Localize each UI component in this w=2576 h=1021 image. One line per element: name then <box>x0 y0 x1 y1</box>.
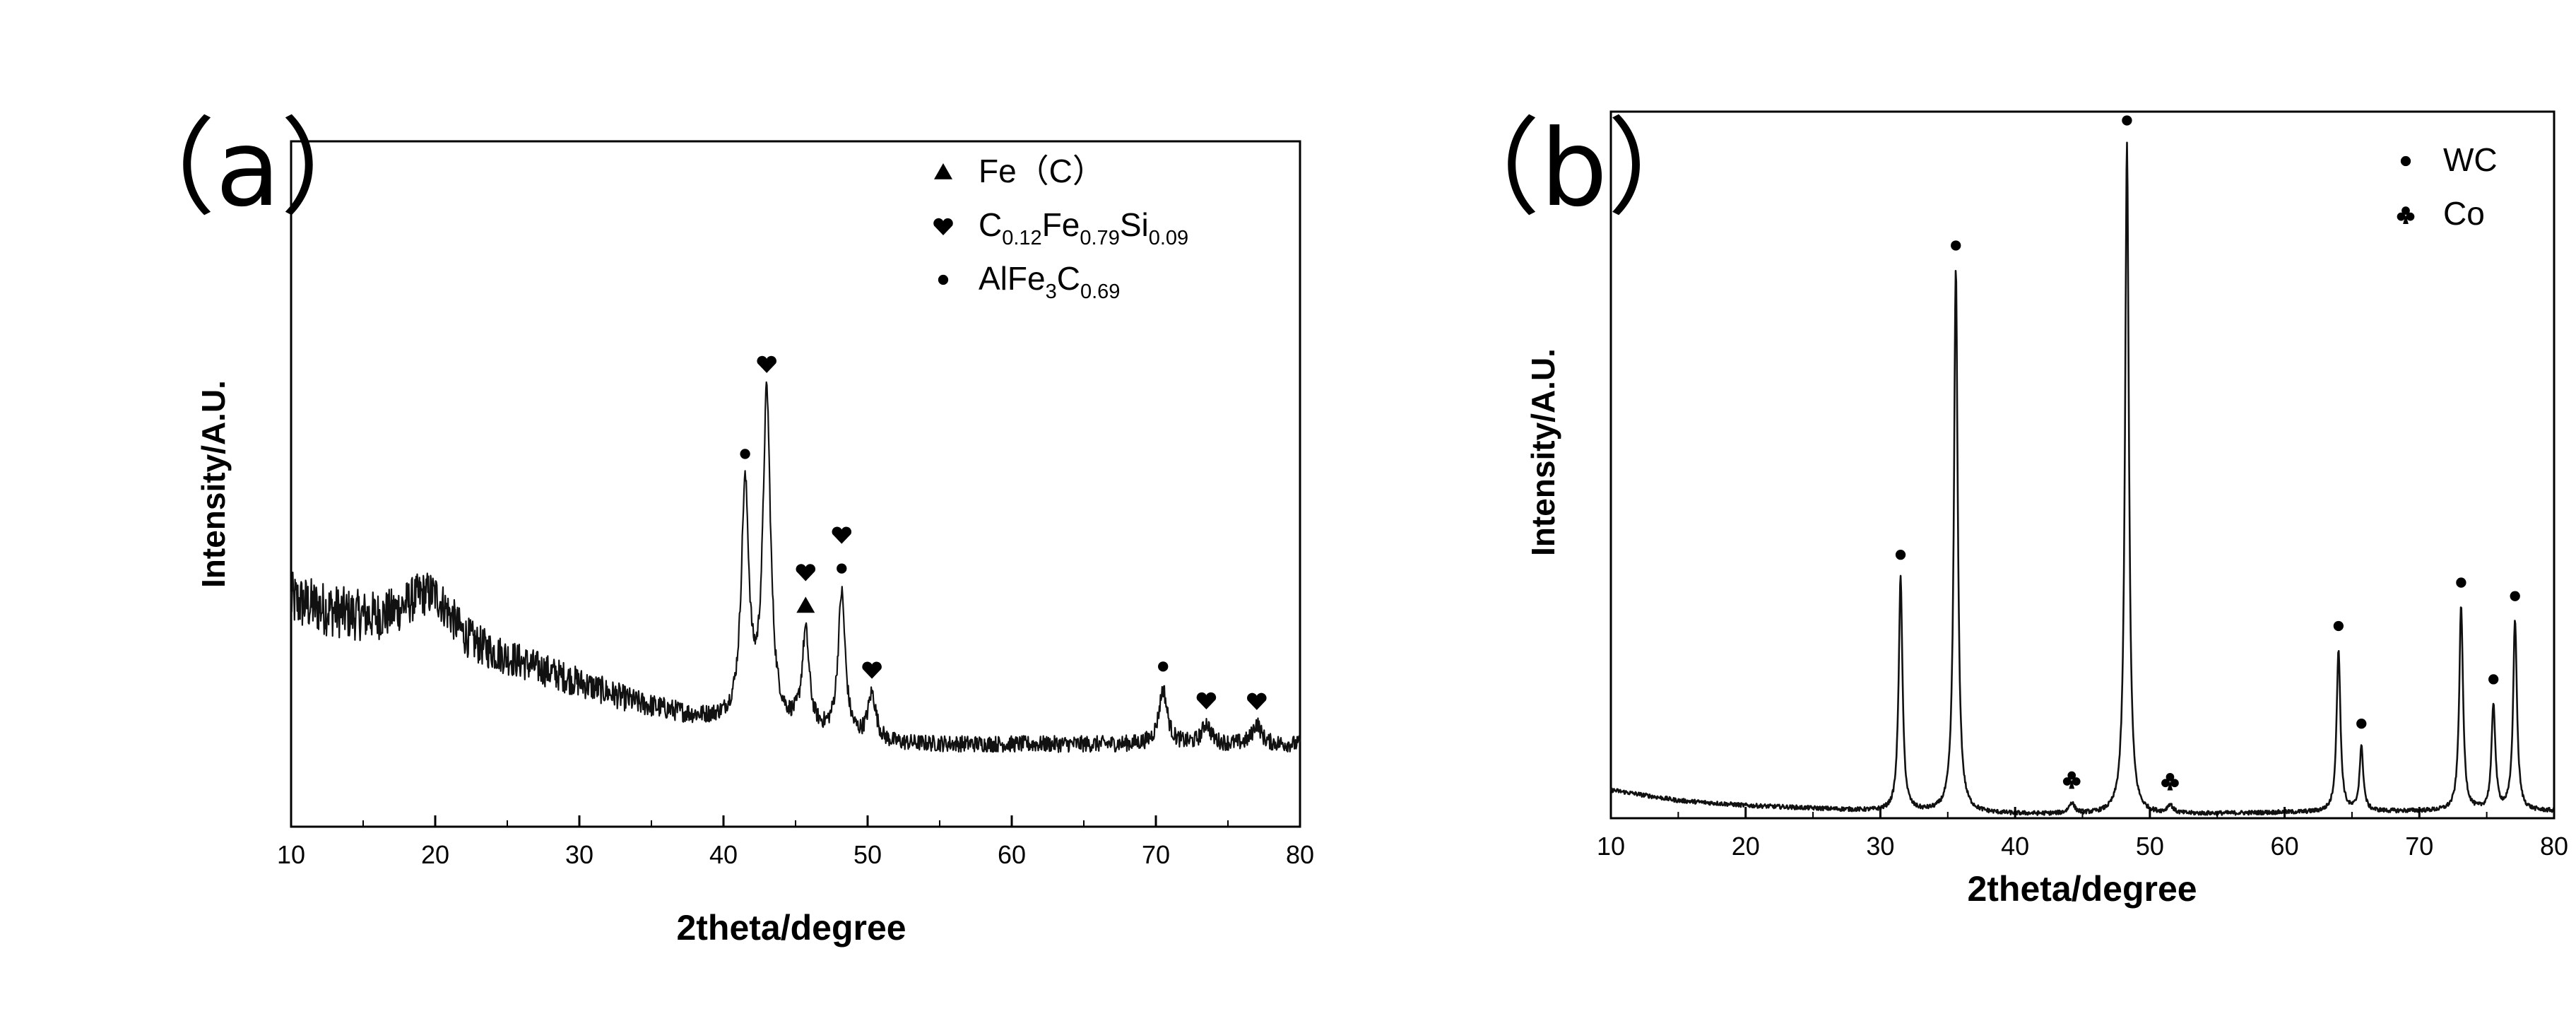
club-leaf-right <box>2406 212 2415 221</box>
panel-b-x-tick-label-7: 80 <box>2540 832 2568 861</box>
panel-b-x-axis-title: 2theta/degree <box>1967 869 2197 909</box>
panel-a-legend-entry-2: AlFe3C0.69 <box>979 260 1120 303</box>
panel-a-x-tick-label-7: 80 <box>1286 840 1314 869</box>
panel-a-x-tick-label-5: 60 <box>998 840 1026 869</box>
panel-b: （b） 10 20 30 40 50 60 70 80 2theta/degree Inten… <box>1434 107 2568 909</box>
panel-a-x-tick-label-0: 10 <box>277 840 305 869</box>
club-stem <box>2403 215 2409 224</box>
panel-b-legend-entry-1: Co <box>2443 195 2485 232</box>
panel-b-x-tick-label-4: 50 <box>2136 832 2164 861</box>
panel-a-legend-entry-1-part-2: Fe <box>1042 206 1080 243</box>
club-leaf-left <box>2062 777 2072 786</box>
panel-b-x-axis: 10 20 30 40 50 60 70 80 <box>1597 807 2568 861</box>
panel-b-trace-layer <box>1609 141 2556 816</box>
panel-a-legend-marker-1 <box>933 218 953 235</box>
panel-b-x-tick-label-6: 70 <box>2405 832 2433 861</box>
panel-a-peak-marker-7-0 <box>1247 692 1267 710</box>
panel-a-legend-entry-1-part-5: 0.09 <box>1149 227 1188 249</box>
panel-b-legend-marker-0 <box>2400 155 2411 167</box>
panel-a-peak-marker-5-0 <box>1158 661 1169 672</box>
panel-a-legend-entry-1-part-4: Si <box>1120 206 1149 243</box>
panel-a-peak-marker-0-0 <box>740 449 750 459</box>
panel-b-peak-marker-9-0 <box>2510 591 2520 601</box>
panel-b-x-tick-label-5: 60 <box>2271 832 2299 861</box>
panel-a-legend-entry-1: C0.12Fe0.79Si0.09 <box>979 206 1188 249</box>
panel-b-peak-marker-8-0 <box>2488 674 2499 685</box>
club-leaf-left <box>2397 212 2406 221</box>
panel-a-x-tick-label-3: 40 <box>709 840 738 869</box>
club-stem <box>2167 781 2173 791</box>
panel-a-y-axis-title: Intensity/A.U. <box>195 380 232 588</box>
panel-a-peak-marker-2-0 <box>796 596 815 613</box>
panel-b-label: （b） <box>1434 107 1713 230</box>
panel-b-peak-marker-1-0 <box>1951 240 1961 251</box>
club-leaf-right <box>2072 777 2081 786</box>
panel-a-x-axis-title: 2theta/degree <box>676 908 906 948</box>
panel-a-legend-entry-0: Fe（C） <box>979 153 1105 189</box>
panel-a-label: （a） <box>110 107 386 230</box>
panel-a-legend-marker-2 <box>938 274 949 285</box>
panel-b-x-tick-label-0: 10 <box>1597 832 1625 861</box>
panel-a-x-tick-label-4: 50 <box>853 840 882 869</box>
panel-a-legend-entry-1-part-0: C <box>979 206 1002 243</box>
panel-a-x-tick-label-2: 30 <box>565 840 593 869</box>
panel-b-legend: WC Co <box>2397 141 2498 232</box>
club-leaf-top <box>2401 206 2410 215</box>
panel-b-y-axis-title: Intensity/A.U. <box>1525 348 1561 556</box>
panel-a-legend-entry-2-part-1: 3 <box>1046 281 1057 303</box>
club-leaf-top <box>2067 771 2076 780</box>
club-leaf-top <box>2166 772 2175 781</box>
panel-a-legend-entry-2-part-0: AlFe <box>979 260 1046 297</box>
panel-b-peak-marker-3-0 <box>2122 115 2132 126</box>
panel-a-peak-marker-3-0 <box>837 563 847 574</box>
panel-a-x-tick-label-1: 20 <box>421 840 449 869</box>
panel-b-peak-marker-4-0 <box>2161 772 2179 791</box>
panel-b-peak-marker-0-0 <box>1895 550 1906 560</box>
panel-a-legend-entry-1-part-3: 0.79 <box>1080 227 1119 249</box>
panel-b-x-tick-label-3: 40 <box>2001 832 2029 861</box>
panel-a-peak-marker-1-0 <box>757 355 776 373</box>
panel-b-peak-marker-6-0 <box>2356 719 2367 729</box>
panel-a-peak-marker-2-1 <box>796 564 816 582</box>
panel-b-peak-marker-5-0 <box>2333 620 2344 632</box>
club-leaf-right <box>2170 779 2179 788</box>
club-leaf-left <box>2161 779 2170 788</box>
panel-b-peak-markers <box>1895 115 2520 791</box>
panel-a-x-tick-label-6: 70 <box>1142 840 1170 869</box>
panel-a: （a） 10 20 30 40 50 60 70 80 2theta/degree Inten… <box>110 107 1314 948</box>
panel-a-peak-marker-3-1 <box>832 526 852 544</box>
panel-b-series-line <box>1609 141 2556 816</box>
panel-b-legend-marker-1 <box>2397 206 2415 224</box>
panel-a-series-line <box>290 381 1301 753</box>
panel-b-peak-marker-7-0 <box>2456 577 2466 588</box>
panel-b-peak-marker-2-0 <box>2062 771 2081 789</box>
panel-a-legend-entry-1-part-1: 0.12 <box>1002 227 1041 249</box>
panel-b-legend-entry-0-part-0: WC <box>2443 141 2498 178</box>
panel-a-legend-entry-2-part-3: 0.69 <box>1080 281 1120 303</box>
panel-b-x-tick-label-1: 20 <box>1732 832 1760 861</box>
panel-a-peak-marker-4-0 <box>862 661 882 679</box>
panel-b-legend-entry-1-part-0: Co <box>2443 195 2485 232</box>
panel-b-legend-entry-0: WC <box>2443 141 2498 178</box>
club-stem <box>2069 779 2075 789</box>
panel-a-legend-entry-0-part-0: Fe（C） <box>979 153 1105 189</box>
panel-a-peak-markers <box>740 355 1267 710</box>
panel-a-legend-marker-0 <box>934 163 952 179</box>
panel-b-x-tick-label-2: 30 <box>1866 832 1894 861</box>
panel-a-x-axis: 10 20 30 40 50 60 70 80 <box>277 815 1314 869</box>
panel-a-peak-marker-6-0 <box>1196 692 1217 710</box>
panel-a-trace-layer <box>290 381 1301 753</box>
panel-a-legend-entry-2-part-2: C <box>1057 260 1080 297</box>
